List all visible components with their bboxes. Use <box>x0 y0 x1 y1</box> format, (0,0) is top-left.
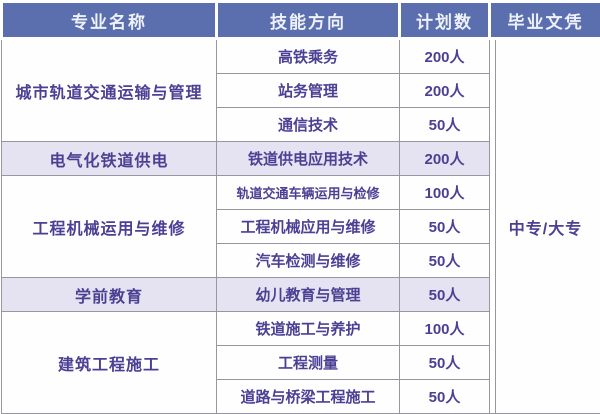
skill-cell: 铁道施工与养护 <box>217 312 400 346</box>
skill-cell: 汽车检测与维修 <box>217 244 400 278</box>
column-header-count: 计划数 <box>400 2 490 39</box>
skill-cell: 铁道供电应用技术 <box>217 142 400 176</box>
major-cell: 城市轨道交通运输与管理 <box>2 39 217 142</box>
skill-cell: 站务管理 <box>217 74 400 108</box>
diploma-cell: 中专/大专 <box>490 39 600 414</box>
count-cell: 50人 <box>400 380 490 414</box>
count-cell: 200人 <box>400 142 490 176</box>
count-cell: 50人 <box>400 108 490 142</box>
count-cell: 200人 <box>400 74 490 108</box>
skill-cell: 通信技术 <box>217 108 400 142</box>
count-cell: 100人 <box>400 312 490 346</box>
skill-cell: 幼儿教育与管理 <box>217 278 400 312</box>
count-cell: 50人 <box>400 278 490 312</box>
count-cell: 200人 <box>400 39 490 74</box>
major-cell: 工程机械运用与维修 <box>2 176 217 278</box>
skill-cell: 工程机械应用与维修 <box>217 210 400 244</box>
major-cell: 建筑工程施工 <box>2 312 217 414</box>
column-header-diploma: 毕业文凭 <box>490 2 600 39</box>
skill-cell: 轨道交通车辆运用与检修 <box>217 176 400 210</box>
column-header-skill: 技能方向 <box>217 2 400 39</box>
header-row: 专业名称 技能方向 计划数 毕业文凭 <box>2 2 600 39</box>
count-cell: 50人 <box>400 244 490 278</box>
column-header-major: 专业名称 <box>2 2 217 39</box>
count-cell: 50人 <box>400 210 490 244</box>
skill-cell: 高铁乘务 <box>217 39 400 74</box>
skill-cell: 工程测量 <box>217 346 400 380</box>
skill-cell: 道路与桥梁工程施工 <box>217 380 400 414</box>
major-cell: 电气化铁道供电 <box>2 142 217 176</box>
count-cell: 50人 <box>400 346 490 380</box>
major-cell: 学前教育 <box>2 278 217 312</box>
count-cell: 100人 <box>400 176 490 210</box>
table-row: 城市轨道交通运输与管理 高铁乘务 200人 中专/大专 <box>2 39 600 74</box>
